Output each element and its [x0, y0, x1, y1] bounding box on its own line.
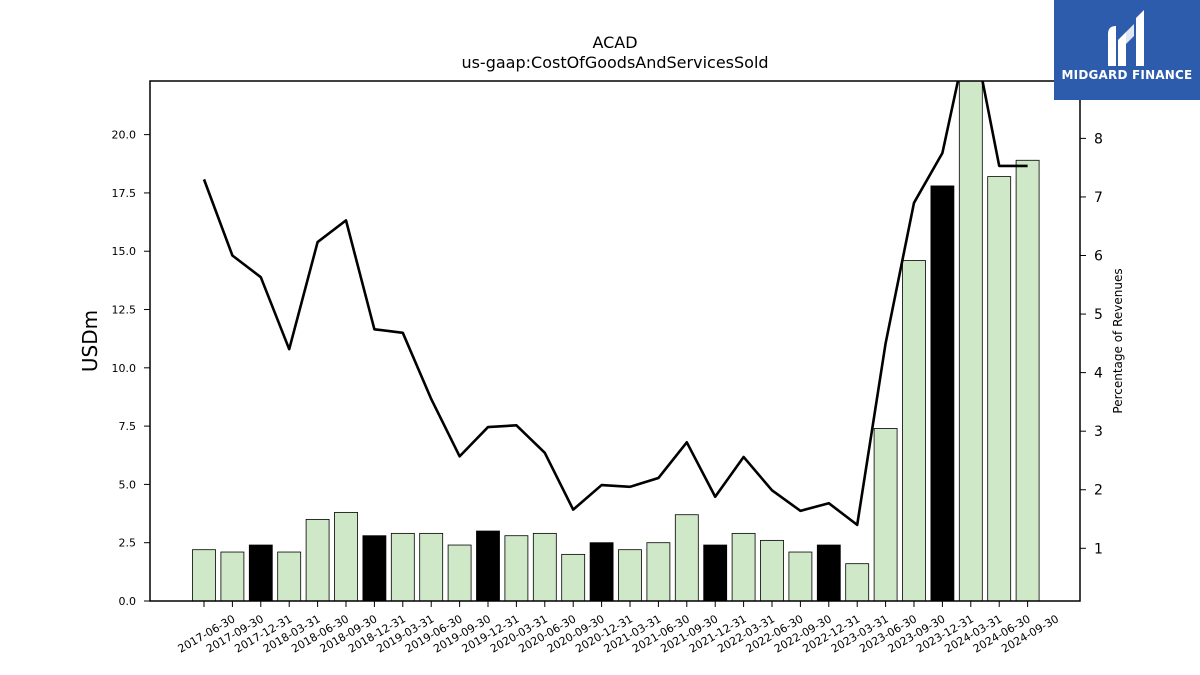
logo-text: MIDGARD FINANCE: [1061, 68, 1193, 82]
y2-tick-label: 5: [1094, 307, 1103, 323]
bar-2022-12-31: [816, 544, 841, 601]
bar-2021-03-31: [618, 549, 642, 601]
bar-2019-03-31: [390, 532, 415, 601]
y2-tick-label: 8: [1094, 131, 1103, 147]
bar-2020-09-30: [561, 553, 586, 601]
bar-2024-03-31: [958, 81, 983, 601]
logo-mark-icon: [1108, 10, 1144, 66]
bar-2018-12-31: [362, 535, 387, 601]
midgard-finance-logo: MIDGARD FINANCE: [1054, 0, 1200, 100]
y2-tick-label: 7: [1094, 190, 1103, 206]
bar-2022-03-31: [731, 532, 756, 601]
bar-2018-09-30: [334, 511, 358, 601]
percentage-line: [202, 81, 1028, 527]
bar-2023-06-30: [873, 428, 898, 601]
y-tick-label: 0.0: [119, 595, 137, 608]
bar-2021-12-31: [703, 544, 728, 601]
y-tick-label: 15.0: [112, 245, 137, 258]
bar-2020-06-30: [532, 532, 557, 601]
y2-tick-label: 4: [1094, 366, 1103, 382]
y2-tick-label: 3: [1094, 424, 1103, 440]
bar-2021-09-30: [674, 514, 699, 601]
y-tick-label: 2.5: [119, 537, 137, 550]
y-tick-label: 5.0: [119, 478, 137, 491]
bar-2017-09-30: [220, 551, 245, 601]
bar-2017-12-31: [248, 544, 273, 601]
x-axis: 2017-06-302017-09-302017-12-312018-03-31…: [176, 601, 1061, 656]
bar-2020-03-31: [504, 535, 529, 601]
y2-axis: 1 2 3 4 5 6 7 8: [1080, 131, 1103, 557]
y-tick-label: 20.0: [112, 129, 137, 142]
plot-frame: [149, 80, 1081, 602]
y-tick-label: 10.0: [112, 362, 137, 375]
bar-2018-03-31: [277, 551, 302, 601]
y-tick-label: 17.5: [112, 187, 137, 200]
y-tick-label: 12.5: [112, 304, 137, 317]
bar-2020-12-31: [589, 542, 614, 601]
bar-2018-06-30: [305, 518, 330, 601]
bar-2019-09-30: [447, 544, 472, 601]
bar-2023-03-31: [845, 563, 870, 601]
bar-series: [192, 81, 1040, 601]
line-series: [202, 81, 1028, 527]
bar-2022-09-30: [788, 551, 813, 601]
bar-2019-12-31: [476, 530, 500, 601]
bar-2023-09-30: [902, 260, 926, 601]
bar-2021-06-30: [646, 542, 671, 601]
bar-2024-09-30: [1015, 159, 1040, 601]
y2-axis-label: Percentage of Revenues: [1111, 268, 1125, 413]
bar-2022-06-30: [760, 539, 784, 601]
y-tick-label: 7.5: [119, 420, 137, 433]
chart-title: ACAD: [592, 33, 637, 52]
bar-2023-12-31: [930, 185, 955, 601]
bar-2017-06-30: [192, 549, 216, 601]
bar-2019-06-30: [419, 532, 444, 601]
bar-2024-06-30: [987, 176, 1012, 601]
y2-tick-label: 1: [1094, 541, 1103, 557]
y2-tick-label: 6: [1094, 249, 1103, 265]
y-axis-label: USDm: [78, 310, 102, 372]
y-axis: 0.0 2.5 5.0 7.5 10.0 12.5 15.0 17.5 20.0: [112, 129, 150, 608]
chart-subtitle: us-gaap:CostOfGoodsAndServicesSold: [461, 53, 768, 72]
y2-tick-label: 2: [1094, 483, 1103, 499]
